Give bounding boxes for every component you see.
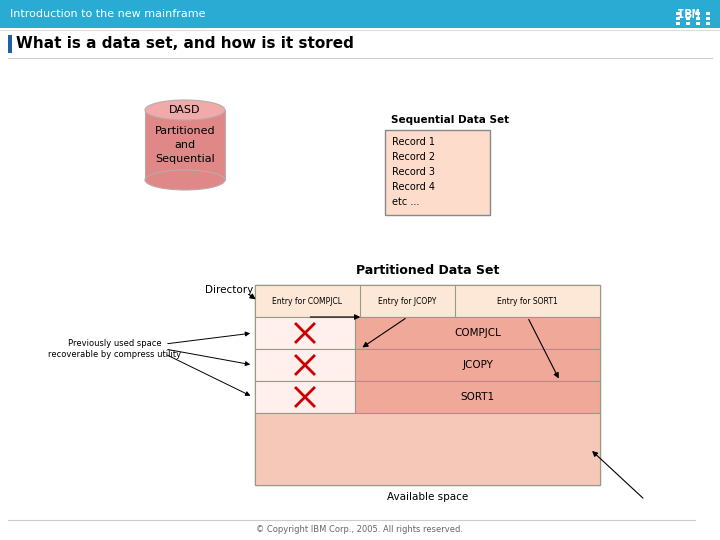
Bar bbox=[8, 35, 12, 53]
Text: What is a data set, and how is it stored: What is a data set, and how is it stored bbox=[16, 37, 354, 51]
Text: Entry for JCOPY: Entry for JCOPY bbox=[378, 296, 437, 306]
Text: Sequential Data Set: Sequential Data Set bbox=[391, 115, 509, 125]
Bar bbox=[686, 22, 690, 25]
Bar bbox=[696, 17, 700, 20]
Bar bbox=[255, 317, 355, 349]
Bar bbox=[355, 381, 600, 413]
Bar bbox=[355, 317, 600, 349]
Bar bbox=[255, 285, 600, 317]
Bar bbox=[255, 413, 600, 485]
Text: Entry for SORT1: Entry for SORT1 bbox=[497, 296, 558, 306]
Bar bbox=[355, 349, 600, 381]
Text: Record 3: Record 3 bbox=[392, 167, 435, 177]
Bar bbox=[696, 22, 700, 25]
Bar bbox=[255, 285, 600, 485]
Bar bbox=[255, 381, 355, 413]
Text: Partitioned
and
Sequential: Partitioned and Sequential bbox=[155, 126, 215, 164]
Text: COMPJCL: COMPJCL bbox=[454, 328, 501, 338]
Text: Partitioned Data Set: Partitioned Data Set bbox=[356, 264, 499, 276]
Text: Entry for COMPJCL: Entry for COMPJCL bbox=[272, 296, 343, 306]
Text: JCOPY: JCOPY bbox=[462, 360, 493, 370]
Text: DASD: DASD bbox=[169, 105, 201, 115]
Bar bbox=[676, 17, 680, 20]
Bar bbox=[0, 0, 720, 28]
Text: Introduction to the new mainframe: Introduction to the new mainframe bbox=[10, 9, 205, 19]
Bar bbox=[255, 349, 355, 381]
Bar bbox=[145, 110, 225, 180]
Bar bbox=[385, 130, 490, 215]
Ellipse shape bbox=[145, 170, 225, 190]
Text: Record 2: Record 2 bbox=[392, 152, 435, 162]
Bar bbox=[686, 12, 690, 15]
Text: Record 1: Record 1 bbox=[392, 137, 435, 147]
Bar bbox=[686, 17, 690, 20]
Bar bbox=[676, 22, 680, 25]
Bar bbox=[706, 22, 710, 25]
Text: IBM: IBM bbox=[677, 8, 699, 21]
Text: SORT1: SORT1 bbox=[460, 392, 495, 402]
Text: Previously used space
recoverable by compress utility: Previously used space recoverable by com… bbox=[48, 339, 181, 359]
Bar bbox=[706, 12, 710, 15]
Ellipse shape bbox=[145, 100, 225, 120]
Text: Directory: Directory bbox=[205, 285, 253, 295]
Text: Available space: Available space bbox=[387, 492, 468, 502]
Bar bbox=[706, 17, 710, 20]
Text: etc ...: etc ... bbox=[392, 197, 419, 207]
Text: © Copyright IBM Corp., 2005. All rights reserved.: © Copyright IBM Corp., 2005. All rights … bbox=[256, 525, 464, 535]
Bar bbox=[676, 12, 680, 15]
Text: Record 4: Record 4 bbox=[392, 182, 435, 192]
Bar bbox=[696, 12, 700, 15]
